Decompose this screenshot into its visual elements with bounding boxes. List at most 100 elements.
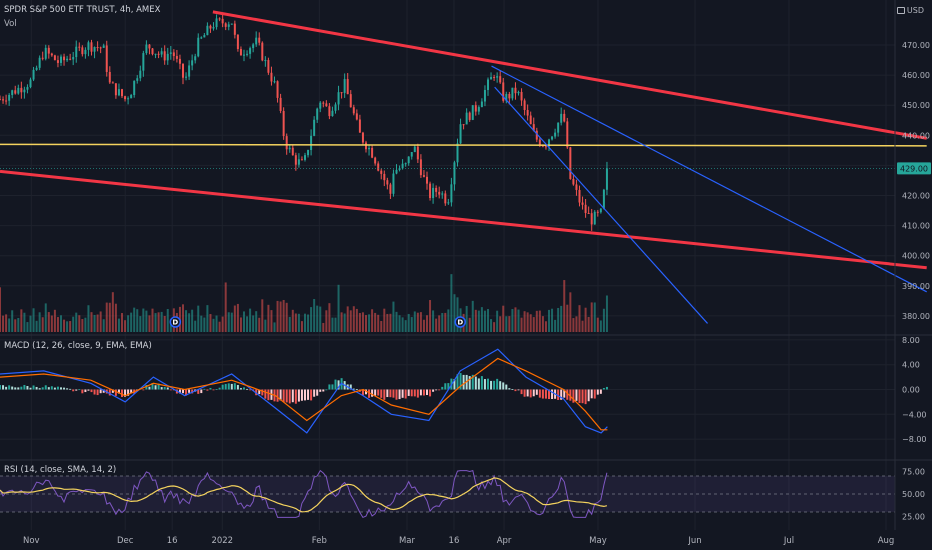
channel-lower-line [0, 169, 927, 270]
volume-bar [2, 315, 5, 332]
volume-bar [374, 312, 377, 332]
macd-histogram-bar [538, 389, 541, 398]
candle-body [508, 93, 511, 99]
volume-bar [127, 315, 130, 332]
candle-body [191, 60, 194, 66]
candle-body [194, 56, 197, 61]
macd-tick-label: 8.00 [902, 336, 920, 345]
volume-bar [148, 315, 151, 332]
macd-histogram-bar [249, 389, 252, 391]
volume-bar [444, 312, 447, 332]
candle-body [410, 152, 413, 157]
candle-body [593, 211, 596, 225]
macd-histogram-bar [371, 389, 374, 397]
volume-bar [90, 312, 93, 332]
price-axis: 380.00390.00400.00410.00420.00430.00440.… [897, 41, 931, 522]
rsi-label[interactable]: RSI (14, close, SMA, 14, 2) [4, 465, 117, 475]
candle-body [404, 163, 407, 165]
volume-bar [0, 287, 1, 332]
time-tick-label: Mar [399, 536, 416, 546]
volume-bar [294, 313, 297, 332]
volume-bar [264, 319, 267, 332]
volume-bar [535, 310, 538, 332]
volume-bar [538, 310, 541, 332]
macd-histogram-bar [151, 383, 154, 390]
macd-histogram-bar [35, 386, 38, 390]
volume-bar [69, 321, 72, 332]
macd-histogram-bar [20, 386, 23, 390]
macd-histogram-bar [246, 388, 249, 390]
volume-bar [343, 313, 346, 332]
volume-bar [35, 320, 38, 332]
volume-bar [111, 292, 114, 332]
price-tick-label: 470.00 [902, 41, 930, 50]
symbol-title[interactable]: SPDR S&P 500 ETF TRUST, 4h, AMEX [4, 5, 161, 15]
volume-bar [304, 313, 306, 332]
volume-bar [145, 310, 148, 332]
candle-body [279, 97, 282, 111]
macd-histogram-bar [44, 385, 47, 390]
macd-histogram-bar [279, 389, 282, 401]
macd-histogram-bar [72, 389, 75, 392]
macd-histogram-bar [487, 378, 489, 390]
macd-histogram-bar [239, 388, 242, 390]
volume-bar [279, 301, 282, 332]
candle-body [419, 159, 422, 176]
candle-body [243, 54, 245, 56]
macd-label[interactable]: MACD (12, 26, close, 9, EMA, EMA) [4, 341, 152, 351]
macd-histogram-bar [480, 376, 483, 390]
candle-body [114, 83, 117, 96]
rsi-line [0, 469, 608, 519]
macd-histogram-bar [471, 374, 474, 390]
price-tick-label: 420.00 [902, 192, 930, 201]
volume-bar [87, 305, 90, 332]
volume-bar [416, 312, 419, 332]
volume-bar [349, 310, 352, 332]
candle-body [221, 18, 224, 24]
macd-histogram-bar [53, 387, 56, 390]
volume-bar [282, 299, 285, 332]
candle-body [261, 42, 264, 61]
candle-body [401, 163, 404, 169]
candle-body [270, 72, 273, 82]
volume-bar [291, 309, 294, 332]
candle-body [517, 91, 520, 94]
macd-histogram-bar [60, 387, 62, 390]
macd-histogram-bar [560, 389, 563, 400]
volume-bar [508, 316, 511, 332]
candle-body [490, 77, 493, 80]
candle-body [38, 57, 41, 68]
time-tick-label: Jul [783, 536, 794, 546]
macd-histogram-bar [38, 388, 41, 390]
macd-histogram-bar [75, 389, 78, 391]
volume-bar [307, 314, 310, 332]
candle-body [422, 175, 425, 177]
volume-bar [584, 307, 587, 332]
macd-histogram-bar [163, 386, 166, 390]
volume-bar [602, 308, 605, 332]
candle-body [246, 53, 249, 55]
candle-body [117, 89, 120, 96]
currency-label[interactable]: USD [896, 6, 924, 15]
volume-bar [575, 316, 578, 332]
macd-histogram-bar [511, 389, 514, 390]
volume-bar [261, 299, 264, 332]
macd-histogram-bar [96, 389, 99, 396]
macd-histogram-bar [605, 386, 608, 390]
macd-panel [0, 348, 608, 434]
candle-body [572, 178, 575, 185]
macd-histogram-bar [264, 389, 267, 399]
macd-histogram-bar [355, 389, 358, 391]
volume-bar [313, 299, 316, 332]
volume-bar [142, 308, 145, 332]
volume-bar [325, 310, 328, 332]
volume-bar [185, 310, 188, 332]
volume-bar [270, 310, 273, 332]
volume-label[interactable]: Vol [4, 19, 17, 29]
macd-histogram-bar [365, 389, 367, 395]
candle-body [407, 156, 410, 164]
candle-body [99, 47, 102, 49]
volume-bar [392, 301, 395, 332]
candle-body [50, 53, 53, 56]
